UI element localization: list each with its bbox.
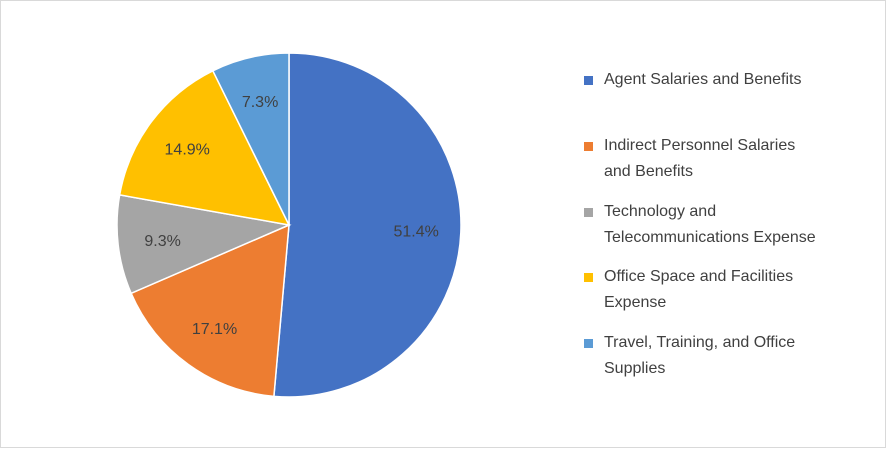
legend-label: Office Space and Facilities Expense bbox=[604, 268, 794, 311]
legend-swatch bbox=[584, 208, 593, 217]
legend-label: Technology and Telecommunications Expens… bbox=[604, 203, 816, 246]
legend-item-indirect-personnel: Indirect Personnel Salaries and Benefits bbox=[584, 133, 874, 185]
legend-swatch bbox=[584, 76, 593, 85]
legend-item-travel: Travel, Training, and Office Supplies bbox=[584, 330, 874, 382]
pie-slice-agent-salaries bbox=[273, 52, 462, 398]
data-label-office-space: 14.9% bbox=[165, 142, 210, 159]
pie-slice-travel bbox=[211, 52, 290, 226]
legend-label: Travel, Training, and Office Supplies bbox=[604, 334, 796, 377]
legend-item-technology: Technology and Telecommunications Expens… bbox=[584, 199, 874, 251]
legend-swatch bbox=[584, 142, 593, 151]
legend-label: Indirect Personnel Salaries and Benefits bbox=[604, 137, 796, 180]
data-label-travel: 7.3% bbox=[242, 94, 278, 111]
legend-item-office-space: Office Space and Facilities Expense bbox=[584, 264, 874, 316]
legend-label: Agent Salaries and Benefits bbox=[604, 71, 802, 88]
legend-item-agent-salaries: Agent Salaries and Benefits bbox=[584, 67, 874, 93]
data-label-technology: 9.3% bbox=[144, 233, 180, 250]
legend-swatch bbox=[584, 273, 593, 282]
pie-slice-technology bbox=[116, 194, 292, 295]
legend-swatch bbox=[584, 339, 593, 348]
data-label-indirect-personnel: 17.1% bbox=[192, 321, 237, 338]
pie-slice-indirect-personnel bbox=[130, 223, 290, 398]
pie-data-labels: 51.4% 17.1% 9.3% 14.9% 7.3% bbox=[144, 94, 438, 338]
data-label-agent-salaries: 51.4% bbox=[393, 224, 438, 241]
pie-slice-office-space bbox=[118, 69, 291, 226]
pie-slices bbox=[116, 52, 462, 398]
